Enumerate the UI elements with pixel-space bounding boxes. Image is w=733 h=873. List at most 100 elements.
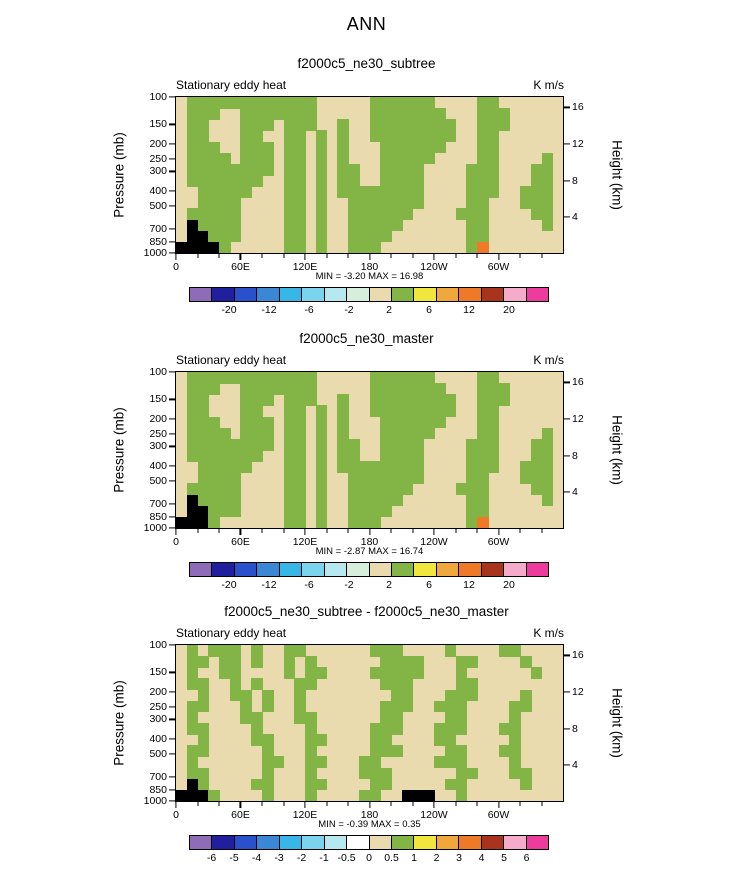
pressure-tick [169,371,175,373]
figure-title: ANN [346,14,387,34]
contour-cell [520,472,532,484]
height-tick-label: 12 [572,685,584,698]
contour-cell [466,438,478,451]
contour-cell [283,197,296,209]
longitude-minor-tick [326,253,327,258]
contour-cell [477,141,489,154]
contour-cell [541,208,554,221]
contour-cell [208,516,220,528]
contour-cell [197,119,210,131]
contour-cell [369,472,382,484]
colorbar-box [526,288,548,301]
contour-cell [219,450,231,462]
contour-cell [208,461,220,473]
longitude-minor-tick [326,528,327,533]
contour-cell [186,230,199,243]
longitude-minor-tick [541,528,542,533]
contour-cell [423,97,435,109]
contour-cell [433,723,446,735]
longitude-tick-label: 0 [173,261,179,273]
pressure-tick-label: 850 [149,235,167,248]
contour-cell [369,208,382,221]
contour-cell [315,778,328,791]
colorbar-labels: -20 -12 -6 -2 2 6 12 20 [189,305,549,318]
contour-cell [369,130,382,143]
contour-cell [294,438,306,451]
pressure-tick [169,445,175,448]
contour-cell [477,186,489,198]
contour-cell [380,108,392,120]
contour-cell [423,789,435,801]
contour-cell [304,756,317,769]
contour-cell [444,745,457,757]
contour-cell [197,219,210,232]
colorbar-box [436,563,460,576]
contour-cell [186,163,199,176]
contour-cell [369,494,382,507]
contour-cell [283,141,296,154]
contour-cell [509,745,521,757]
contour-cell [391,472,403,484]
contour-cell [487,450,500,462]
colorbar-box [212,563,235,576]
contour-cell [197,152,210,165]
contour-cell [240,152,253,165]
contour-cell [348,230,360,243]
contour-cell [369,667,382,679]
pressure-tick-label: 400 [149,184,167,197]
contour-cell [208,450,220,462]
height-tick-label: 4 [572,211,578,223]
height-tick-label: 8 [572,449,578,462]
contour-cell [262,778,274,791]
height-tick-label: 16 [572,101,584,114]
pressure-tick-label: 300 [149,713,167,726]
contour-cell [433,734,446,746]
contour-cell [294,427,306,440]
longitude-minor-tick [283,801,284,806]
contour-cell [294,461,306,473]
longitude-tick-label: 60W [487,809,510,821]
contour-cell [337,186,349,198]
contour-cell [423,108,435,120]
contour-cell [380,450,392,462]
height-tick [564,455,570,457]
contour-cell [487,175,500,187]
contour-cell [219,645,231,657]
contour-cell [283,219,296,232]
minmax-label: MIN = -2.87 MAX = 16.74 [315,546,424,557]
contour-cell [186,175,199,187]
contour-cell [262,372,274,384]
contour-cell [423,405,435,418]
pressure-tick [169,800,175,802]
colorbar-box [369,288,392,301]
contour-cell [477,219,489,232]
contour-cell [509,700,521,713]
height-tick-label: 16 [572,376,584,389]
contour-cell [315,483,328,496]
contour-cell [530,461,543,473]
colorbar-box [257,288,280,301]
contour-cell [498,645,511,657]
contour-cell [369,383,382,395]
contour-cell [294,450,306,462]
contour-cell [391,372,403,384]
colorbar-box [459,563,482,576]
contour-cell [509,711,521,724]
contour-cell [315,472,328,484]
contour-cell [401,483,414,496]
contour-cell [197,141,210,154]
pressure-tick-label: 400 [149,459,167,472]
contour-cell [315,405,328,418]
contour-cell [229,219,242,232]
contour-cell [444,734,457,746]
height-axis-title: Height (km) [609,688,625,758]
contour-cell [369,461,382,473]
contour-cell [208,108,220,120]
longitude-minor-tick [261,528,263,533]
contour-cell [433,119,446,131]
contour-cell [304,723,317,735]
contour-cell [530,438,543,451]
longitude-tick [433,529,435,535]
contour-cell [197,175,210,187]
colorbar: -20 -12 -6 -2 2 6 12 20 [189,562,549,593]
